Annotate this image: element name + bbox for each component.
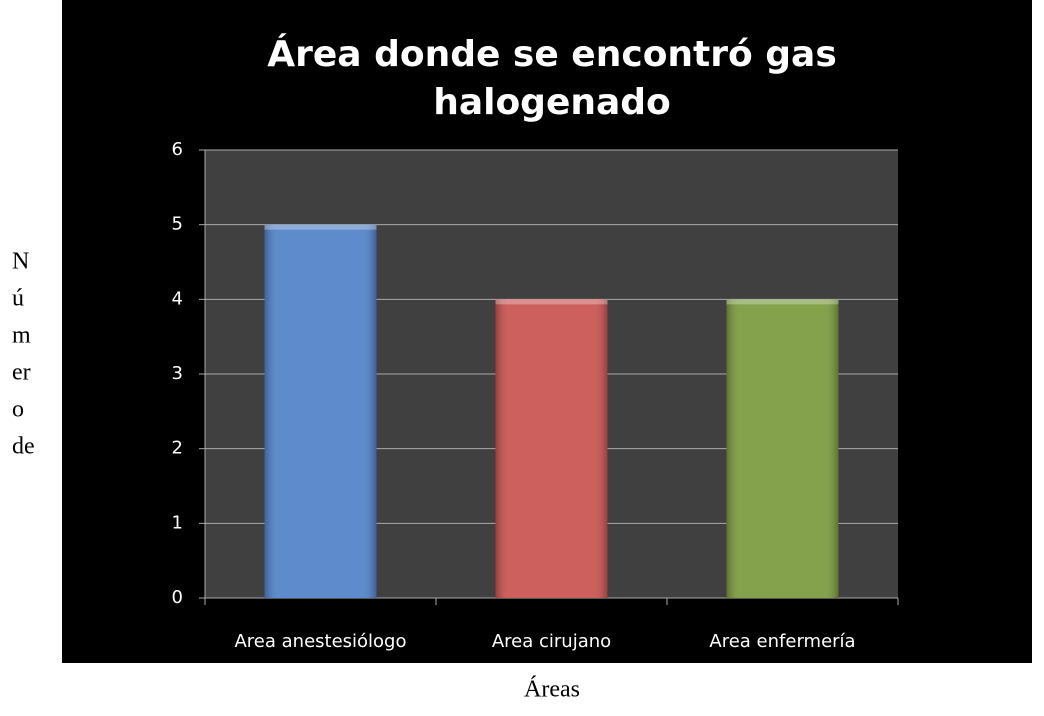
- x-tick-label: Area enfermería: [709, 631, 855, 652]
- y-axis-label: N: [12, 249, 29, 275]
- y-tick-label: 3: [172, 363, 183, 384]
- y-axis-label: m: [12, 323, 31, 349]
- chart-title: halogenado: [433, 82, 671, 123]
- x-tick-label: Area anestesiólogo: [234, 631, 406, 652]
- y-axis-label: ú: [12, 286, 24, 312]
- chart-title: Área donde se encontró gas: [267, 33, 837, 75]
- bar-bevel: [495, 299, 608, 305]
- y-axis-label: o: [12, 397, 24, 423]
- y-axis-label: er: [12, 360, 31, 386]
- x-axis-label: Áreas: [524, 677, 580, 703]
- bar-shade: [495, 299, 608, 598]
- y-axis-label: de: [12, 434, 35, 460]
- y-tick-label: 1: [172, 512, 183, 533]
- y-tick-label: 4: [172, 288, 183, 309]
- bar-shade: [726, 299, 839, 598]
- y-tick-label: 5: [172, 214, 183, 235]
- y-tick-label: 6: [172, 139, 183, 160]
- y-tick-label: 0: [172, 587, 183, 608]
- bar-shade: [264, 224, 377, 598]
- y-tick-label: 2: [172, 438, 183, 459]
- bar-bevel: [264, 224, 377, 230]
- bar-bevel: [726, 299, 839, 305]
- x-tick-label: Area cirujano: [492, 631, 611, 652]
